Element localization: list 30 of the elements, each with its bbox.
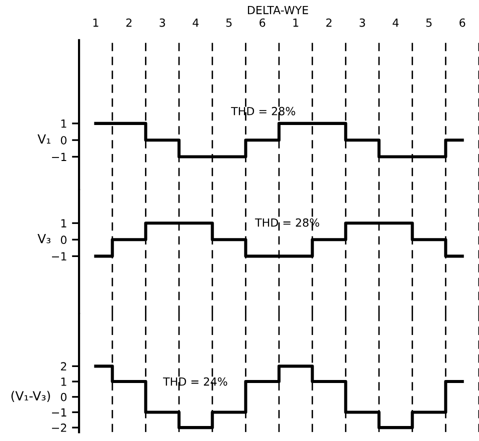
- y-tick-label: −1: [52, 408, 66, 416]
- chart-title: DELTA-WYE: [248, 6, 308, 14]
- y-tick-label: −2: [52, 424, 66, 432]
- annotation: THD = 28%: [230, 106, 296, 116]
- y-tick-label: 1: [61, 378, 66, 386]
- annotation: THD = 24%: [162, 377, 228, 386]
- x-tick-label: 4: [192, 18, 199, 27]
- x-tick-label: 5: [426, 18, 432, 27]
- y-axis-title: V₃: [38, 234, 50, 244]
- annotation: THD = 28%: [254, 218, 320, 227]
- x-tick-label: 1: [293, 18, 298, 27]
- y-tick-label: 1: [61, 120, 66, 128]
- y-tick-label: 0: [60, 236, 66, 244]
- y-tick-label: 2: [60, 362, 66, 370]
- x-tick-label: 3: [160, 18, 166, 27]
- x-tick-label: 6: [260, 18, 266, 27]
- x-tick-label: 3: [360, 18, 365, 27]
- x-tick-label: 6: [460, 18, 466, 27]
- x-tick-label: 2: [326, 18, 332, 27]
- y-tick-label: 0: [60, 392, 66, 402]
- y-tick-label: 1: [61, 219, 66, 228]
- y-tick-label: 0: [60, 136, 66, 144]
- y-tick-label: −1: [52, 152, 66, 161]
- y-axis-title: V₁: [38, 134, 50, 144]
- y-tick-label: −1: [52, 252, 66, 260]
- x-tick-label: 1: [93, 18, 98, 27]
- x-tick-label: 4: [392, 18, 399, 27]
- y-axis-title: (V₁-V₃): [11, 390, 50, 402]
- x-tick-label: 5: [226, 18, 232, 27]
- x-tick-label: 2: [126, 18, 132, 27]
